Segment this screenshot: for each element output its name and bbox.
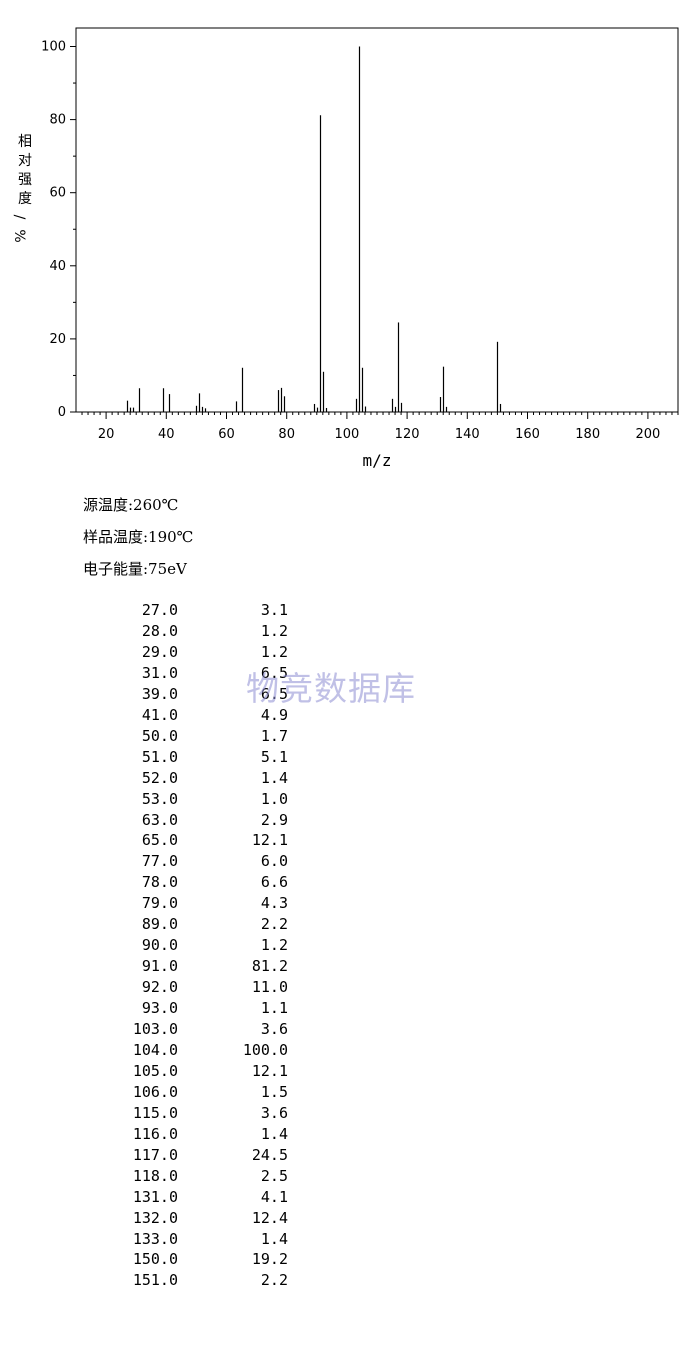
mz-value: 91.0 [141,957,178,976]
intensity-value: 19.2 [251,1250,288,1269]
x-axis: 20 40 60 80 100 120 140 160 180 200 [81,412,679,442]
x-tick-label: 140 [455,427,480,442]
mz-value: 50.0 [141,726,178,745]
mz-value: 131.0 [132,1187,178,1206]
intensity-value: 4.9 [260,705,288,724]
y-axis-label-char: / [11,215,27,220]
x-tick-label: 100 [334,427,359,442]
electron-energy: 电子能量:75eV [83,560,187,578]
intensity-value: 1.2 [260,621,288,640]
mz-value: 53.0 [141,789,178,808]
mz-value: 106.0 [132,1082,178,1101]
intensity-value: 1.1 [260,999,288,1018]
mz-value: 150.0 [132,1250,178,1269]
y-axis-label-char: 度 [18,191,32,207]
mz-value: 78.0 [141,873,178,892]
y-tick-label: 80 [49,113,66,128]
x-tick-label: 80 [278,427,295,442]
intensity-value: 6.5 [260,663,288,682]
mz-value: 52.0 [141,768,178,787]
y-axis-label-char: 相 [18,134,32,150]
intensity-value: 6.5 [260,684,288,703]
mz-value: 118.0 [132,1166,178,1185]
intensity-value: 1.0 [260,789,288,808]
mz-value: 132.0 [132,1208,178,1227]
mz-value: 133.0 [132,1229,178,1248]
x-tick-label: 160 [515,427,540,442]
mz-value: 28.0 [141,621,178,640]
intensity-value: 1.2 [260,936,288,955]
source-temperature: 源温度:260℃ [83,496,179,514]
mz-value: 116.0 [132,1124,178,1143]
mz-value: 29.0 [141,642,178,661]
mz-value: 93.0 [141,999,178,1018]
mz-value: 151.0 [132,1271,178,1290]
intensity-value: 6.0 [260,852,288,871]
mz-value: 90.0 [141,936,178,955]
mz-value: 79.0 [141,894,178,913]
intensity-value: 1.7 [260,726,288,745]
mz-value: 41.0 [141,705,178,724]
x-tick-label: 40 [158,427,175,442]
y-tick-label: 20 [49,332,66,347]
intensity-value: 6.6 [260,873,288,892]
mz-value: 31.0 [141,663,178,682]
x-axis-label: m/z [363,451,392,470]
x-tick-label: 200 [635,427,660,442]
intensity-value: 12.4 [251,1208,288,1227]
y-axis-label-char: 对 [18,153,32,169]
intensity-value: 2.9 [260,810,288,829]
mz-value: 92.0 [141,978,178,997]
mz-value: 27.0 [141,601,178,619]
mz-value: 51.0 [141,747,178,766]
intensity-value: 1.4 [260,768,288,787]
y-tick-label: 60 [49,186,66,201]
intensity-value: 1.5 [260,1082,288,1101]
intensity-value: 4.1 [260,1187,288,1206]
y-tick-label: 0 [58,405,66,420]
mz-value: 104.0 [132,1040,178,1059]
intensity-value: 2.5 [260,1166,288,1185]
intensity-value: 1.2 [260,642,288,661]
y-axis-label-char: % [11,229,27,242]
mz-value: 77.0 [141,852,178,871]
x-tick-label: 180 [575,427,600,442]
y-tick-label: 40 [49,259,66,274]
intensity-value: 1.4 [260,1229,288,1248]
y-tick-label: 100 [41,40,66,55]
intensity-value: 3.1 [260,601,288,619]
y-axis-label-char: 强 [18,172,32,188]
mz-value: 89.0 [141,915,178,934]
peak-bars [126,46,502,412]
intensity-value: 4.3 [260,894,288,913]
mz-value: 63.0 [141,810,178,829]
x-tick-label: 20 [98,427,115,442]
intensity-value: 81.2 [251,957,288,976]
intensity-value: 3.6 [260,1103,288,1122]
intensity-value: 2.2 [260,915,288,934]
intensity-value: 12.1 [251,1061,288,1080]
intensity-value: 100.0 [242,1040,288,1059]
mz-value: 105.0 [132,1061,178,1080]
plot-frame [75,27,679,413]
intensity-value: 11.0 [251,978,288,997]
watermark: 物竞数据库 [246,669,416,708]
x-tick-label: 120 [395,427,420,442]
mz-value: 103.0 [132,1020,178,1038]
mz-value: 115.0 [132,1103,178,1122]
x-tick-label: 60 [218,427,235,442]
intensity-value: 3.6 [260,1020,288,1038]
mz-value: 117.0 [132,1145,178,1164]
mz-value: 39.0 [141,684,178,703]
intensity-value: 12.1 [251,831,288,850]
intensity-value: 5.1 [260,747,288,766]
y-axis: 0 20 40 60 80 100 [41,40,76,420]
mz-value: 65.0 [141,831,178,850]
sample-temperature: 样品温度:190℃ [83,528,194,546]
intensity-value: 1.4 [260,1124,288,1143]
intensity-value: 24.5 [251,1145,288,1164]
intensity-value: 2.2 [260,1271,288,1290]
